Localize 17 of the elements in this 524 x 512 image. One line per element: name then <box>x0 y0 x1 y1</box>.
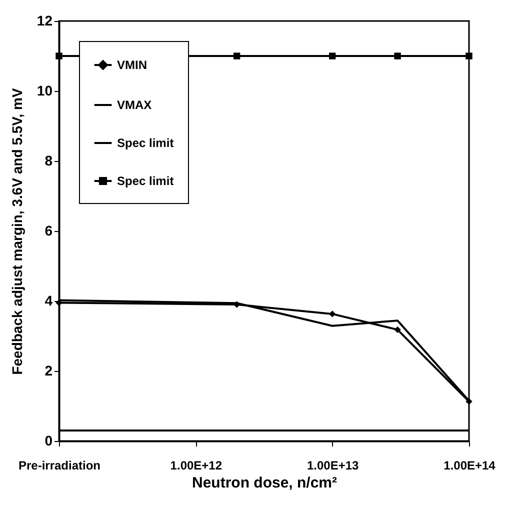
y-axis-title: Feedback adjust margin, 3.6V and 5.5V, mV <box>8 88 25 375</box>
y-tick-label: 0 <box>44 432 53 448</box>
y-tick-label: 8 <box>44 152 53 168</box>
y-tick-label: 6 <box>44 222 53 238</box>
y-tick-label: 2 <box>44 362 53 378</box>
x-tick-label: 1.00E+14 <box>444 458 496 472</box>
y-tick-label: 12 <box>36 12 53 28</box>
legend-label: Spec limit <box>117 174 174 188</box>
legend-label: VMIN <box>117 58 147 72</box>
x-tick-label: 1.00E+13 <box>306 458 360 472</box>
legend-label: Spec limit <box>117 136 174 150</box>
y-tick-label: 10 <box>36 82 53 98</box>
y-tick-label: 4 <box>44 292 53 308</box>
x-tick-label: Pre-irradiation <box>18 458 101 472</box>
x-axis-title: Neutron dose, n/cm² <box>192 474 338 492</box>
x-tick-label: 1.00E+12 <box>170 458 222 472</box>
legend-label: VMAX <box>117 98 152 112</box>
